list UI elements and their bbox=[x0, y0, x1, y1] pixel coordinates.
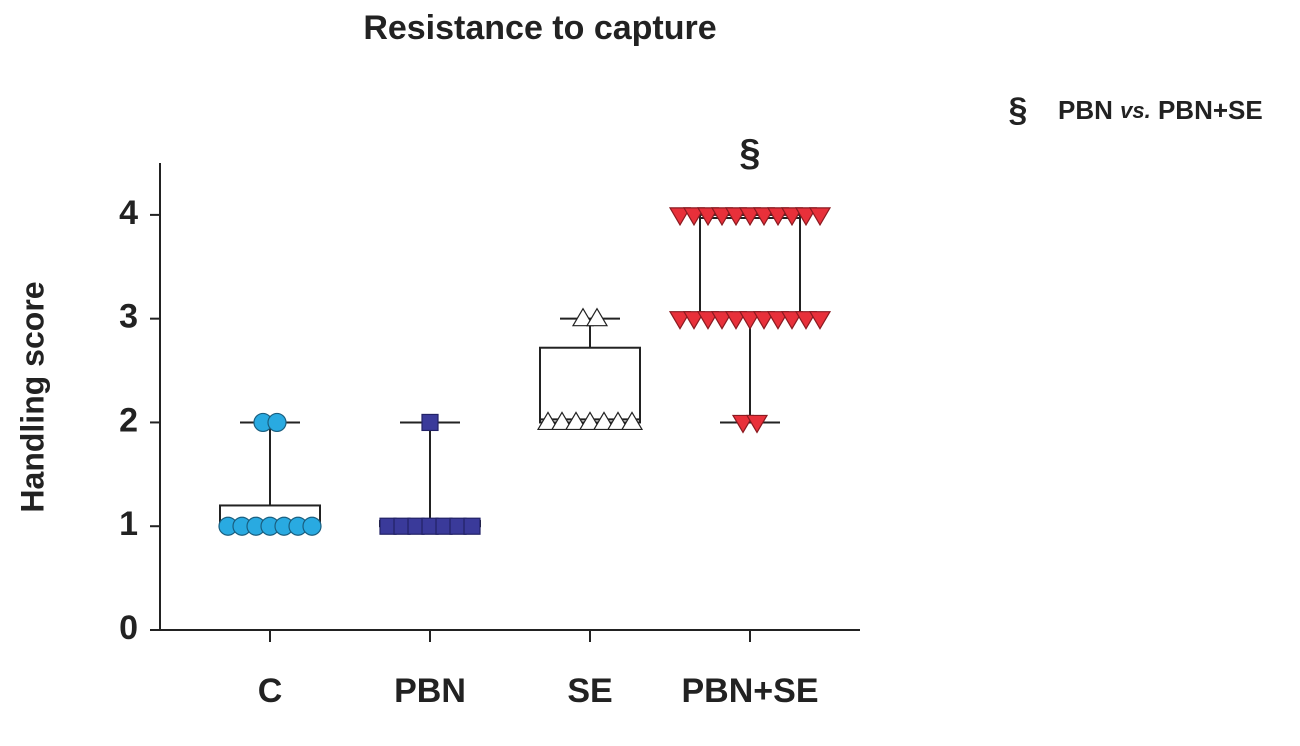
point bbox=[724, 311, 748, 330]
point bbox=[738, 207, 762, 227]
point bbox=[463, 517, 481, 535]
point bbox=[536, 411, 560, 431]
point bbox=[745, 414, 769, 434]
point bbox=[731, 414, 755, 434]
note-symbol: § bbox=[1009, 91, 1028, 129]
point bbox=[724, 207, 748, 227]
point bbox=[302, 516, 322, 536]
point bbox=[682, 311, 706, 330]
point bbox=[738, 311, 762, 330]
y-tick-label: 3 bbox=[119, 298, 138, 336]
point bbox=[585, 307, 609, 327]
point bbox=[620, 411, 644, 431]
y-tick-label: 4 bbox=[119, 194, 138, 232]
note-right: PBN+SE bbox=[1158, 95, 1263, 125]
point bbox=[696, 311, 720, 330]
point bbox=[550, 411, 574, 431]
point bbox=[668, 311, 692, 330]
point bbox=[606, 411, 630, 431]
note-left: PBN bbox=[1058, 95, 1113, 125]
annotation: § bbox=[739, 132, 760, 174]
x-tick-label: PBN bbox=[394, 672, 466, 710]
y-axis-label: Handling score bbox=[14, 281, 50, 512]
point bbox=[780, 207, 804, 227]
point bbox=[794, 207, 818, 227]
point bbox=[794, 311, 818, 330]
point bbox=[766, 207, 790, 227]
y-tick-label: 1 bbox=[119, 505, 138, 543]
point bbox=[421, 413, 439, 432]
point bbox=[808, 311, 832, 330]
point bbox=[592, 411, 616, 431]
point bbox=[564, 411, 588, 431]
point bbox=[710, 207, 734, 227]
note-italic: vs. bbox=[1120, 98, 1151, 123]
box bbox=[699, 213, 801, 317]
point bbox=[808, 207, 832, 227]
point bbox=[752, 207, 776, 227]
note-text: PBN vs. PBN+SE bbox=[1058, 95, 1263, 125]
x-tick-label: PBN+SE bbox=[682, 672, 819, 710]
chart-title: Resistance to capture bbox=[363, 9, 716, 47]
point bbox=[696, 207, 720, 227]
point bbox=[267, 412, 287, 433]
point bbox=[578, 411, 602, 431]
x-tick-label: C bbox=[258, 672, 283, 710]
y-tick-label: 0 bbox=[119, 609, 138, 647]
x-tick-label: SE bbox=[567, 672, 612, 710]
point bbox=[780, 311, 804, 330]
point bbox=[766, 311, 790, 330]
point bbox=[571, 307, 595, 327]
y-tick-label: 2 bbox=[119, 401, 138, 439]
point bbox=[710, 311, 734, 330]
point bbox=[668, 207, 692, 227]
point bbox=[752, 311, 776, 330]
box bbox=[539, 346, 641, 424]
point bbox=[682, 207, 706, 227]
